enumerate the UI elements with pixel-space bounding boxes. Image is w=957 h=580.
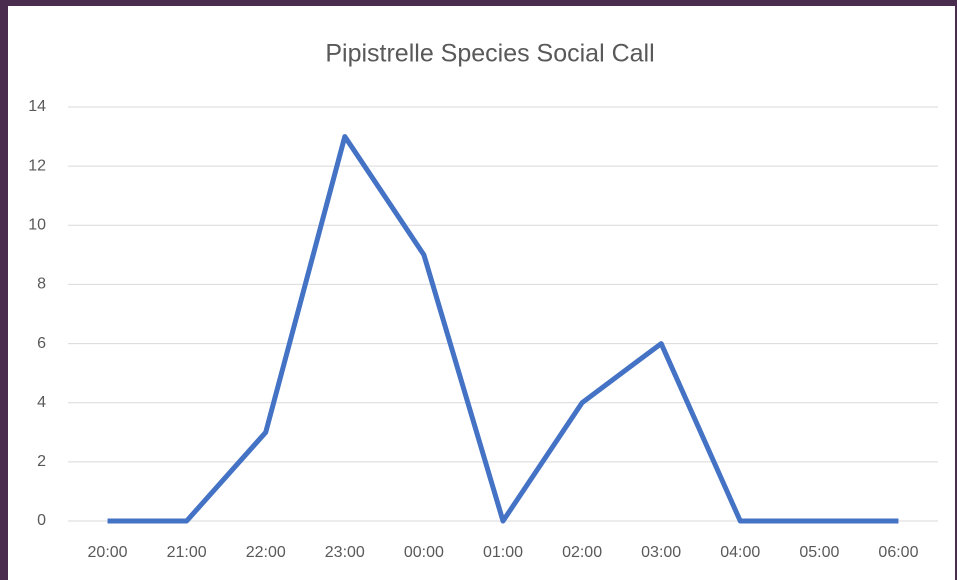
x-tick-label: 06:00 <box>878 544 918 561</box>
x-tick-label: 02:00 <box>562 544 602 561</box>
y-tick-label: 2 <box>37 453 46 470</box>
x-tick-label: 01:00 <box>483 544 523 561</box>
x-tick-label: 22:00 <box>246 544 286 561</box>
x-tick-label: 20:00 <box>88 544 128 561</box>
y-tick-label: 8 <box>37 276 46 293</box>
y-tick-label: 12 <box>28 157 46 174</box>
chart-title: Pipistrelle Species Social Call <box>325 40 654 68</box>
x-tick-label: 03:00 <box>641 544 681 561</box>
data-line <box>107 134 899 524</box>
y-tick-label: 14 <box>28 98 46 115</box>
y-tick-label: 0 <box>37 512 46 529</box>
x-tick-label: 21:00 <box>167 544 207 561</box>
y-tick-label: 10 <box>28 217 46 234</box>
chart-area <box>8 6 955 580</box>
x-tick-label: 23:00 <box>325 544 365 561</box>
x-tick-label: 05:00 <box>799 544 839 561</box>
x-tick-label: 04:00 <box>720 544 760 561</box>
x-tick-label: 00:00 <box>404 544 444 561</box>
y-tick-label: 4 <box>37 394 46 411</box>
y-tick-label: 6 <box>37 335 46 352</box>
